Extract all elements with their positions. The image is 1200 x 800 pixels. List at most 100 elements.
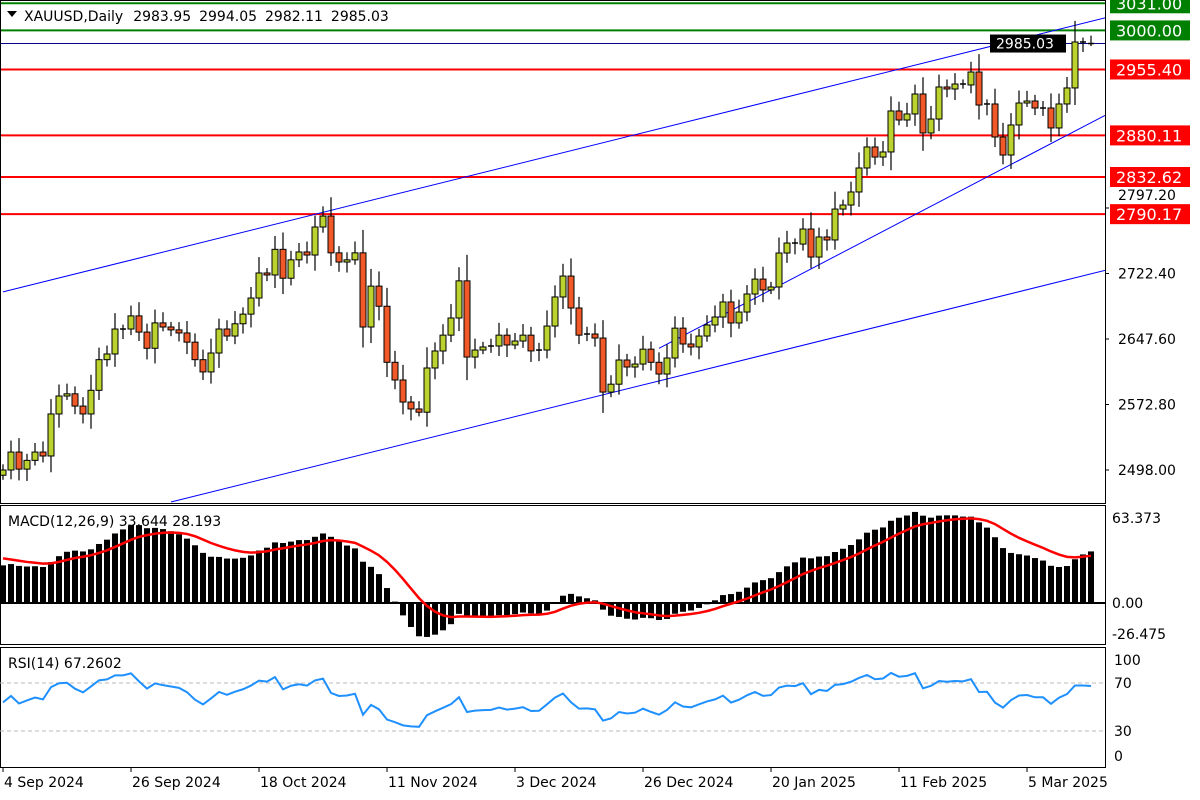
- macd-bar: [816, 556, 822, 604]
- candle-body: [967, 71, 975, 86]
- date-tick-label: 11 Nov 2024: [388, 775, 478, 791]
- candle-body: [407, 401, 415, 410]
- macd-bar: [1088, 551, 1094, 604]
- macd-bar: [240, 557, 246, 604]
- candle: [511, 333, 519, 350]
- candle-body: [103, 353, 111, 361]
- candle: [423, 347, 431, 427]
- candle: [399, 364, 407, 415]
- candle-body: [1007, 124, 1015, 156]
- price-tick-label: 2722.40: [1118, 267, 1176, 283]
- candle-body: [335, 252, 343, 263]
- candle-body: [351, 252, 359, 261]
- date-tick-label: 5 Mar 2025: [1028, 775, 1108, 791]
- macd-bar: [792, 562, 798, 604]
- level-price-box: [1110, 20, 1190, 41]
- macd-bar: [720, 595, 726, 604]
- candle-body: [639, 348, 647, 365]
- candle-body: [495, 334, 503, 347]
- candle-body: [383, 305, 391, 363]
- candle-body: [655, 361, 663, 375]
- macd-bar: [920, 515, 926, 604]
- candle-body: [455, 280, 463, 319]
- candle: [367, 268, 375, 344]
- candle: [488, 338, 494, 353]
- candle: [39, 441, 47, 463]
- candle-body: [1, 469, 7, 476]
- candle: [639, 335, 647, 371]
- price-panel[interactable]: [0, 0, 1106, 504]
- candle: [103, 345, 111, 367]
- macd-bar: [680, 603, 686, 612]
- candle-body: [447, 317, 455, 336]
- price-tick-label: 2647.60: [1118, 332, 1176, 348]
- macd-bar: [880, 527, 886, 604]
- macd-bar: [840, 548, 846, 604]
- candle: [823, 229, 831, 251]
- candle-body: [759, 278, 767, 291]
- macd-bar: [776, 572, 782, 604]
- trendline-channel-lower: [170, 269, 1105, 503]
- macd-bar: [152, 527, 158, 604]
- candle: [1031, 94, 1039, 116]
- macd-bar: [504, 603, 510, 616]
- candle: [735, 299, 743, 329]
- candle: [911, 84, 919, 126]
- candle: [927, 105, 935, 140]
- triangle-down-icon[interactable]: [7, 11, 17, 17]
- candle-body: [23, 459, 31, 470]
- macd-bar: [216, 556, 222, 604]
- macd-bar: [448, 603, 454, 625]
- candle: [623, 353, 631, 377]
- candle-body: [367, 285, 375, 328]
- candle: [703, 315, 711, 342]
- candle-body: [1055, 103, 1063, 129]
- macd-bar: [696, 603, 702, 608]
- candle: [120, 324, 126, 340]
- macd-bar: [600, 603, 606, 610]
- macd-bar: [752, 582, 758, 604]
- candle-body: [823, 236, 831, 241]
- candle-body: [855, 167, 863, 193]
- macd-bar: [456, 603, 462, 614]
- candle-body: [559, 275, 567, 298]
- candle-body: [111, 328, 119, 355]
- candle-body: [311, 226, 319, 256]
- rsi-panel[interactable]: [0, 647, 1106, 768]
- candle-body: [255, 272, 263, 299]
- macd-bar: [136, 525, 142, 604]
- macd-bar: [688, 603, 694, 611]
- macd-bar: [864, 532, 870, 604]
- macd-bar: [728, 594, 734, 604]
- macd-bar: [264, 547, 270, 604]
- candle: [919, 77, 927, 151]
- macd-bar: [8, 564, 14, 604]
- macd-bar: [872, 529, 878, 604]
- candle-body: [183, 332, 191, 343]
- candle: [960, 79, 966, 89]
- candle: [87, 374, 95, 429]
- level-price-box: [1110, 0, 1190, 14]
- candle-body: [39, 451, 47, 457]
- candle-body: [167, 326, 175, 331]
- macd-panel[interactable]: [0, 505, 1106, 645]
- candle: [271, 235, 279, 289]
- macd-bar: [232, 558, 238, 604]
- macd-bar: [208, 556, 214, 604]
- macd-bar: [112, 533, 118, 604]
- axes: 2498.00 2572.80 2647.60 2722.40 2797.20 2985.…: [2, 0, 1190, 791]
- candle: [536, 342, 542, 362]
- candle-body: [551, 296, 559, 327]
- candle: [719, 293, 727, 328]
- candle: [1015, 90, 1023, 140]
- candle-body: [727, 301, 735, 324]
- macd-bar: [440, 603, 446, 631]
- candle: [895, 101, 903, 126]
- candle-body: [831, 208, 839, 241]
- candle: [143, 323, 151, 360]
- price-panel-frame: [0, 0, 1106, 504]
- candle-body: [247, 297, 255, 315]
- candle: [839, 199, 847, 216]
- candle: [431, 342, 439, 380]
